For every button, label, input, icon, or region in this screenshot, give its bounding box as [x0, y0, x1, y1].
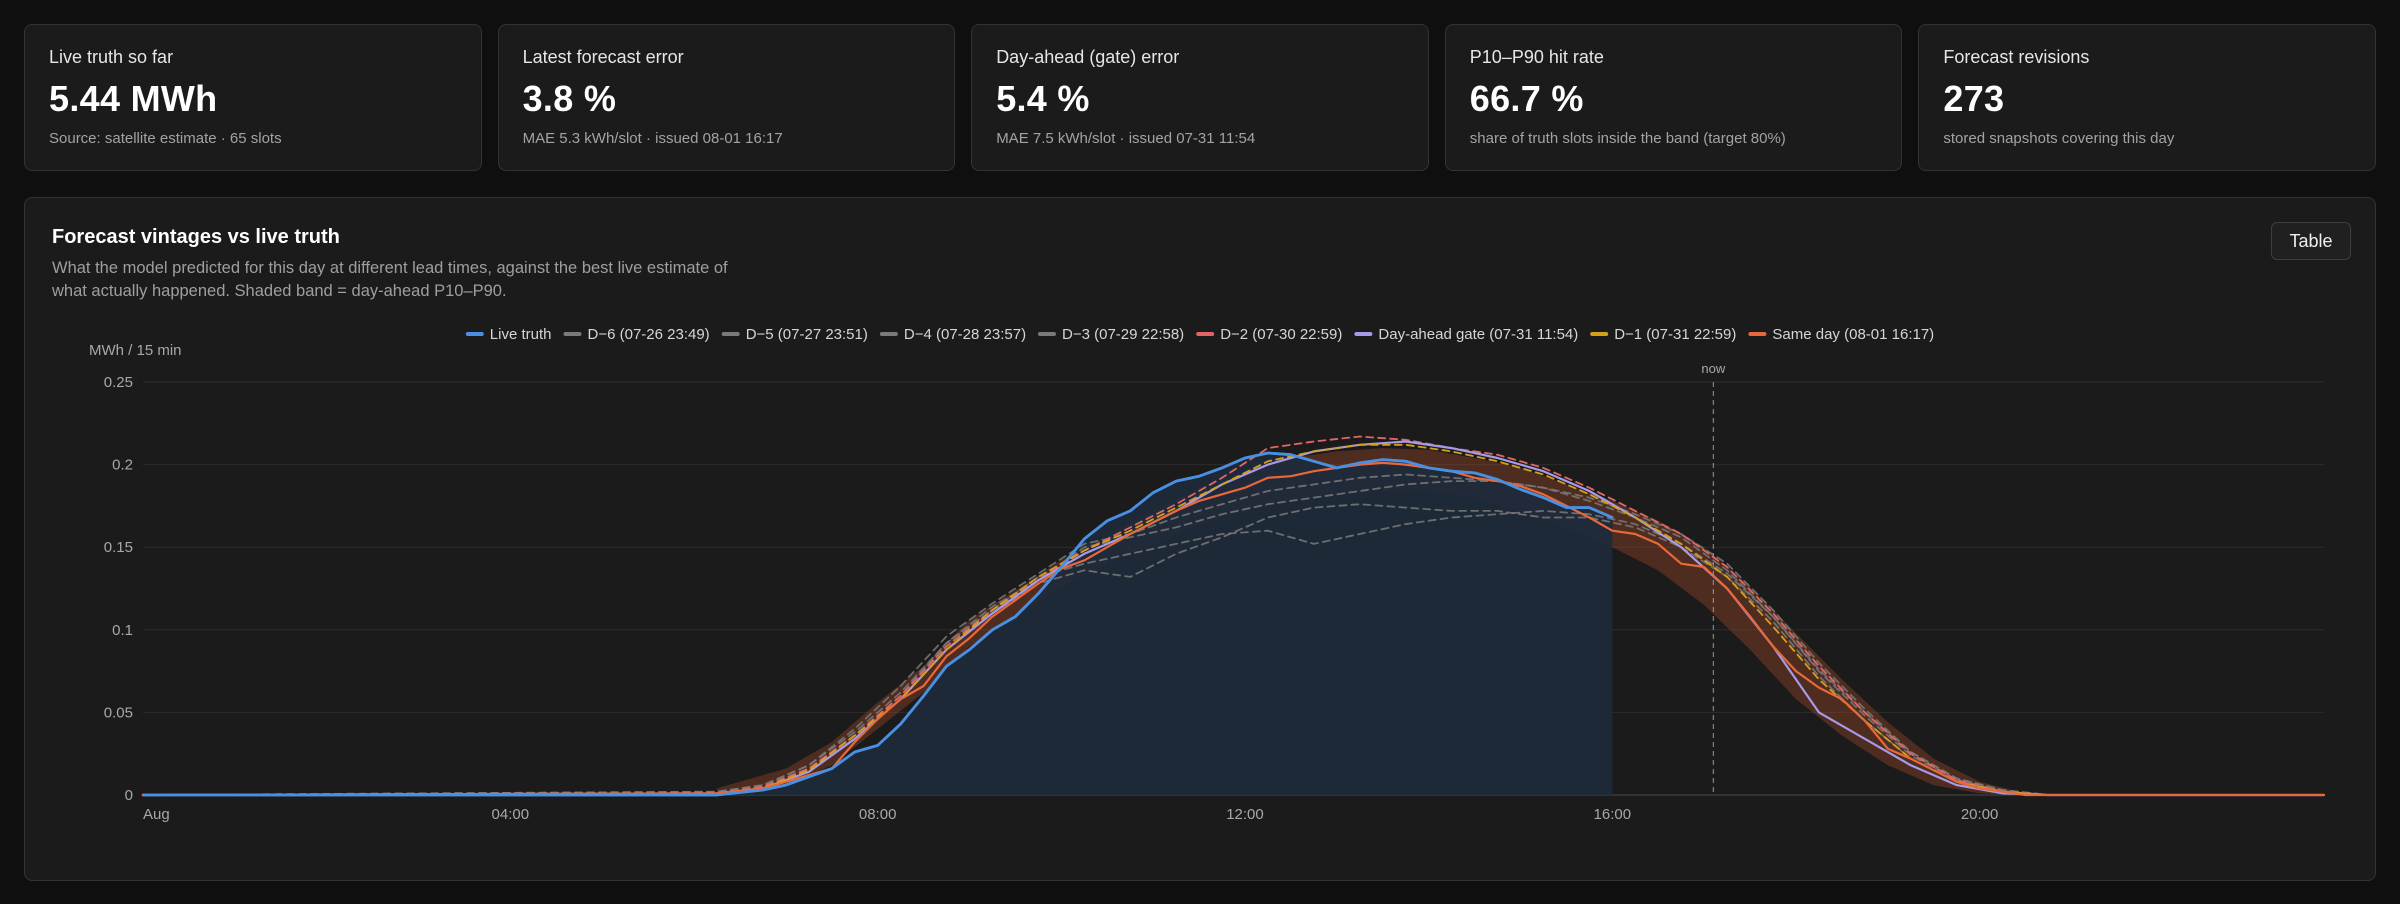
kpi-card-live-truth: Live truth so far 5.44 MWh Source: satel… [24, 24, 482, 171]
kpi-subtext: stored snapshots covering this day [1943, 130, 2175, 147]
legend-item-6: Day-ahead gate (07-31 11:54) [1354, 326, 1578, 343]
y-tick-label: 0.2 [112, 457, 133, 474]
series-lines [141, 435, 2326, 797]
kpi-label: Forecast revisions [1943, 47, 2090, 67]
series-line-live-truth [143, 451, 1613, 797]
legend-item-1: D−6 (07-26 23:49) [563, 326, 710, 343]
kpi-card-latest-forecast-error: Latest forecast error 3.8 % MAE 5.3 kWh/… [497, 24, 956, 171]
kpi-value: 5.4 % [996, 78, 1090, 119]
axis-labels: 0 0.05 0.1 0.15 0.2 0.25 Aug 04:00 08:00 12:00 16:… [89, 342, 1998, 823]
legend-label: Same day (08-01 16:17) [1772, 326, 1934, 343]
legend-item-4: D−3 (07-29 22:58) [1038, 326, 1184, 343]
kpi-value: 5.44 MWh [49, 78, 218, 119]
series-line-8 [141, 461, 2326, 797]
legend-label: D−3 (07-29 22:58) [1062, 326, 1184, 343]
legend-item-2: D−5 (07-27 23:51) [721, 326, 868, 343]
legend-item-7: D−1 (07-31 22:59) [1590, 326, 1736, 343]
x-tick-label: 08:00 [859, 806, 897, 823]
panel-description: What the model predicted for this day at… [52, 259, 728, 300]
kpi-subtext: MAE 5.3 kWh/slot · issued 08-01 16:17 [522, 130, 783, 147]
legend-item-3: D−4 (07-28 23:57) [879, 326, 1026, 343]
kpi-label: Day-ahead (gate) error [996, 47, 1180, 67]
y-tick-label: 0.1 [112, 622, 133, 639]
legend-label: Day-ahead gate (07-31 11:54) [1378, 326, 1578, 343]
kpi-label: Latest forecast error [522, 47, 684, 67]
kpi-value: 3.8 % [522, 78, 617, 119]
table-toggle-button[interactable]: Table [2271, 222, 2351, 260]
y-axis-label: MWh / 15 min [89, 342, 182, 359]
x-tick-label: 04:00 [492, 806, 530, 823]
legend-item-5: D−2 (07-30 22:59) [1196, 326, 1342, 343]
series-line-2 [142, 510, 2325, 796]
y-tick-label: 0.15 [104, 539, 133, 556]
x-tick-label: 12:00 [1226, 806, 1264, 823]
legend-label: D−2 (07-30 22:59) [1220, 326, 1342, 343]
kpi-card-forecast-revisions: Forecast revisions 273 stored snapshots … [1918, 24, 2376, 171]
y-tick-label: 0.25 [104, 374, 133, 391]
y-tick-label: 0.05 [104, 704, 133, 721]
truth-area-fill [143, 453, 1613, 795]
kpi-card-hit-rate: P10–P90 hit rate 66.7 % share of truth s… [1444, 24, 1903, 171]
kpi-row: Live truth so far 5.44 MWh Source: satel… [24, 24, 2376, 171]
kpi-card-day-ahead-error: Day-ahead (gate) error 5.4 % MAE 7.5 kWh… [971, 24, 1429, 171]
series-line-5 [142, 435, 2325, 796]
kpi-label: Live truth so far [49, 47, 174, 67]
truth-area [143, 453, 1613, 795]
legend-label: D−6 (07-26 23:49) [588, 326, 710, 343]
kpi-label: P10–P90 hit rate [1469, 47, 1604, 67]
chart-legend: Live truth D−6 (07-26 23:49) D−5 (07-27 23… [465, 326, 1934, 343]
legend-item-0: Live truth [465, 326, 552, 343]
kpi-value: 66.7 % [1469, 78, 1584, 119]
kpi-value: 273 [1943, 78, 2005, 119]
legend-label: Live truth [490, 326, 552, 343]
legend-label: D−1 (07-31 22:59) [1614, 326, 1736, 343]
kpi-subtext: MAE 7.5 kWh/slot · issued 07-31 11:54 [996, 130, 1256, 147]
kpi-subtext: share of truth slots inside the band (ta… [1469, 130, 1786, 147]
now-marker-label: now [1701, 361, 1725, 376]
forecast-chart: 0 0.05 0.1 0.15 0.2 0.25 Aug 04:00 08:00 12:00 16:… [89, 326, 2326, 823]
legend-label: D−5 (07-27 23:51) [746, 326, 868, 343]
panel-title: Forecast vintages vs live truth [52, 226, 340, 248]
chart-panel: Forecast vintages vs live truth What the… [24, 197, 2376, 881]
x-tick-label: 20:00 [1961, 806, 1999, 823]
legend-label: D−4 (07-28 23:57) [904, 326, 1026, 343]
x-tick-label: Aug [143, 806, 170, 823]
legend-item-8: Same day (08-01 16:17) [1748, 326, 1934, 343]
kpi-subtext: Source: satellite estimate · 65 slots [49, 130, 282, 147]
x-tick-label: 16:00 [1594, 806, 1632, 823]
y-tick-label: 0 [125, 787, 133, 804]
